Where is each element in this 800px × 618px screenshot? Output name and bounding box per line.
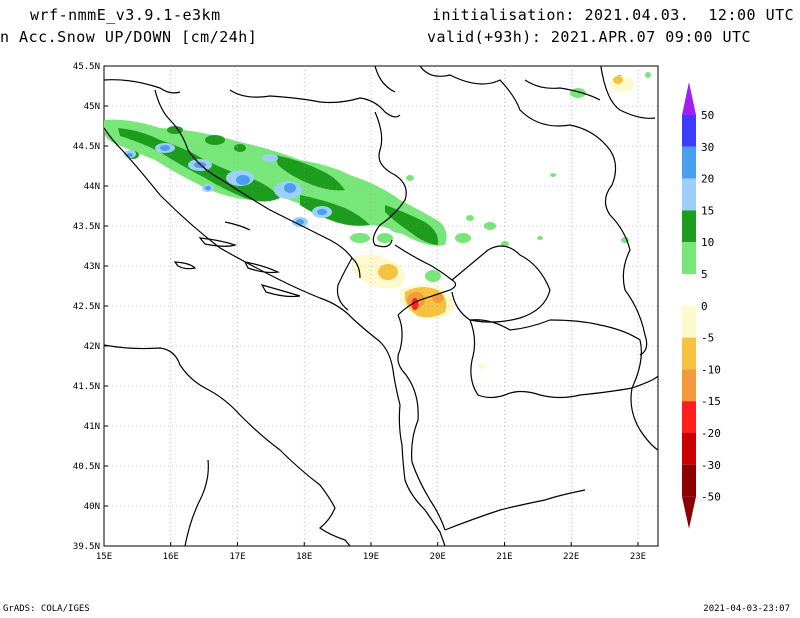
colorbar-bottom-arrow	[682, 496, 696, 529]
colorbar-level-label: -10	[701, 363, 721, 376]
lat-tick-label: 45.5N	[73, 62, 100, 72]
model-title: wrf-nmmE_v3.9.1-e3km	[30, 6, 221, 24]
lat-tick-label: 40N	[84, 502, 100, 512]
lat-tick-label: 44.5N	[73, 142, 100, 152]
footer-credit: GrADS: COLA/IGES	[3, 604, 90, 614]
colorbar-box	[682, 401, 696, 433]
colorbar-box	[682, 210, 696, 243]
colorbar-level-label: -15	[701, 395, 721, 408]
variable-title: n Acc.Snow UP/DOWN [cm/24h]	[0, 28, 258, 46]
lon-tick-label: 18E	[296, 552, 312, 562]
lat-tick-label: 41.5N	[73, 382, 100, 392]
colorbar-box	[682, 433, 696, 465]
lon-tick-label: 21E	[496, 552, 512, 562]
colorbar-level-label: 30	[701, 141, 714, 154]
colorbar-top-arrow	[682, 82, 696, 115]
lon-tick-label: 20E	[430, 552, 446, 562]
valid-time: valid(+93h): 2021.APR.07 09:00 UTC	[427, 28, 752, 46]
colorbar-level-label: 10	[701, 236, 714, 249]
colorbar-level-label: 50	[701, 109, 714, 122]
colorbar-box	[682, 337, 696, 370]
colorbar-box	[682, 305, 696, 338]
lon-tick-label: 17E	[229, 552, 245, 562]
lon-tick-label: 19E	[363, 552, 379, 562]
footer-timestamp: 2021-04-03-23:07	[703, 604, 790, 614]
colorbar-level-label: -50	[701, 491, 721, 504]
colorbar-box	[682, 115, 696, 147]
map-gridlines	[104, 66, 658, 546]
coastlines-and-borders	[104, 66, 658, 546]
lat-tick-label: 43.5N	[73, 222, 100, 232]
lat-tick-label: 42N	[84, 342, 100, 352]
colorbar-level-label: 0	[701, 300, 708, 313]
lat-tick-label: 42.5N	[73, 302, 100, 312]
colorbar-box	[682, 242, 696, 274]
lat-tick-label: 39.5N	[73, 542, 100, 552]
lat-tick-label: 44N	[84, 182, 100, 192]
colorbar-box	[682, 146, 696, 179]
colorbar-level-label: -20	[701, 427, 721, 440]
colorbar-level-label: -5	[701, 332, 714, 345]
colorbar-level-label: -30	[701, 459, 721, 472]
lat-tick-label: 43N	[84, 262, 100, 272]
colorbar-box	[682, 178, 696, 211]
colorbar-box	[682, 464, 696, 497]
lat-tick-label: 41N	[84, 422, 100, 432]
lon-tick-label: 16E	[163, 552, 179, 562]
axis-tick-labels: 15E 16E 17E 18E 19E 20E 21E 22E 23E 39.5N 40N 40.5N…	[73, 62, 646, 562]
colorbar-level-label: 5	[701, 268, 708, 281]
initialisation-time: initialisation: 2021.04.03. 12:00 UTC	[432, 6, 795, 24]
colorbar-level-label: 15	[701, 204, 714, 217]
colorbar-box	[682, 274, 696, 306]
lon-tick-label: 15E	[96, 552, 112, 562]
lon-tick-label: 23E	[630, 552, 646, 562]
lat-tick-label: 40.5N	[73, 462, 100, 472]
colorbar-box	[682, 369, 696, 402]
colorbar-level-label: 20	[701, 173, 714, 186]
lat-tick-label: 45N	[84, 102, 100, 112]
lon-tick-label: 22E	[563, 552, 579, 562]
